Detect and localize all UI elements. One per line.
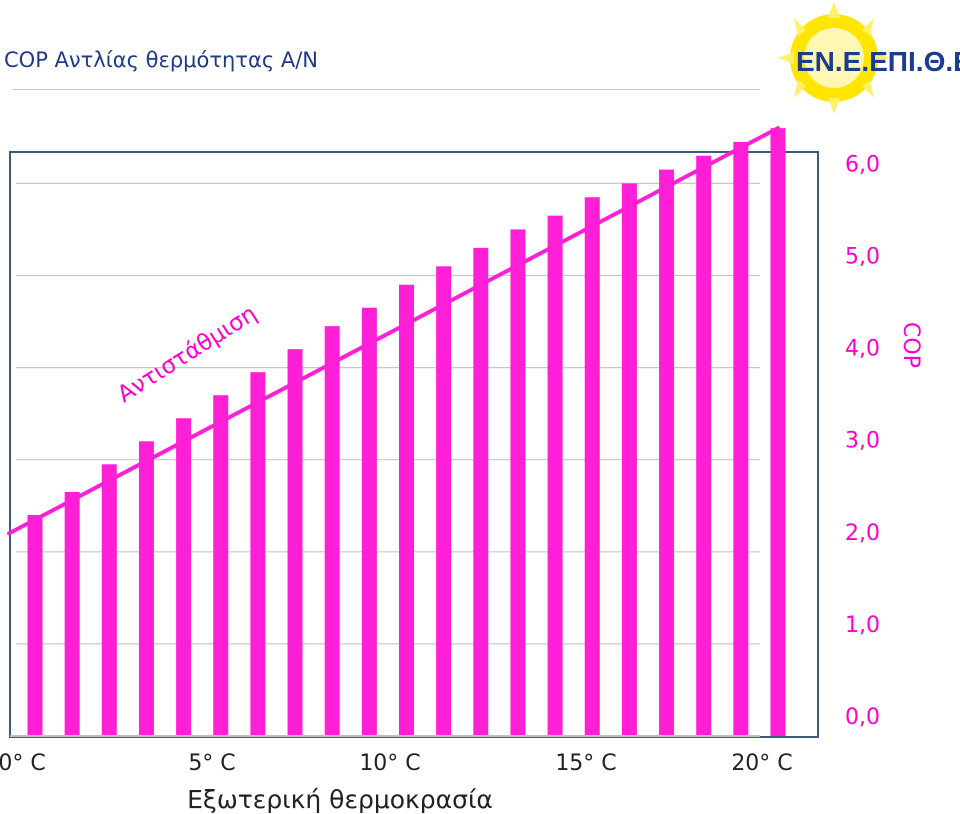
y-tick-label: 2,0 xyxy=(845,521,880,546)
bar xyxy=(64,491,80,736)
bar xyxy=(584,197,600,737)
bar xyxy=(621,183,637,736)
bar xyxy=(250,372,266,736)
y-tick-label: 6,0 xyxy=(845,152,880,177)
x-tick-label: 5° C xyxy=(188,751,235,776)
x-tick-labels: 0° C 5° C 10° C 15° C 20° C xyxy=(0,751,793,776)
bar xyxy=(324,326,340,736)
bar xyxy=(361,307,377,736)
bar xyxy=(659,169,675,736)
bar xyxy=(213,395,229,736)
y-tick-label: 3,0 xyxy=(845,429,880,454)
bar xyxy=(399,284,414,736)
sun-icon xyxy=(778,2,890,114)
y-tick-label: 0,0 xyxy=(845,705,880,730)
bar xyxy=(436,266,452,736)
y-tick-label: 1,0 xyxy=(845,613,880,638)
bar xyxy=(510,229,526,736)
bar xyxy=(473,247,489,736)
bar xyxy=(101,464,117,736)
bar xyxy=(733,141,749,736)
bar xyxy=(770,128,786,736)
title-divider xyxy=(12,89,760,90)
page-title: COP Αντλίας θερμότητας Α/Ν xyxy=(4,48,318,72)
logo-text: ΕΝ.Ε.ΕΠΙ.Θ.Ε. xyxy=(796,46,960,77)
compensation-line xyxy=(6,126,780,536)
y-tick-labels: 0,0 1,0 2,0 3,0 4,0 5,0 6,0 xyxy=(845,152,880,730)
bar xyxy=(27,514,43,736)
y-tick-label: 5,0 xyxy=(845,245,880,270)
bar xyxy=(138,441,154,736)
gridlines xyxy=(16,182,760,645)
compensation-label: Αντιστάθμιση xyxy=(113,301,262,408)
x-tick-label: 0° C xyxy=(0,751,46,776)
x-tick-label: 10° C xyxy=(359,751,420,776)
x-tick-label: 15° C xyxy=(555,751,616,776)
y-tick-label: 4,0 xyxy=(845,337,880,362)
logo: ΕΝ.Ε.ΕΠΙ.Θ.Ε. xyxy=(778,2,960,114)
bar xyxy=(547,215,563,736)
bar xyxy=(696,155,712,736)
bar xyxy=(287,349,303,736)
bars xyxy=(27,128,786,737)
x-axis-title: Εξωτερική θερμοκρασία xyxy=(187,785,493,814)
bar xyxy=(176,418,192,736)
y-axis-title: COP xyxy=(898,322,923,368)
x-tick-label: 20° C xyxy=(731,751,792,776)
